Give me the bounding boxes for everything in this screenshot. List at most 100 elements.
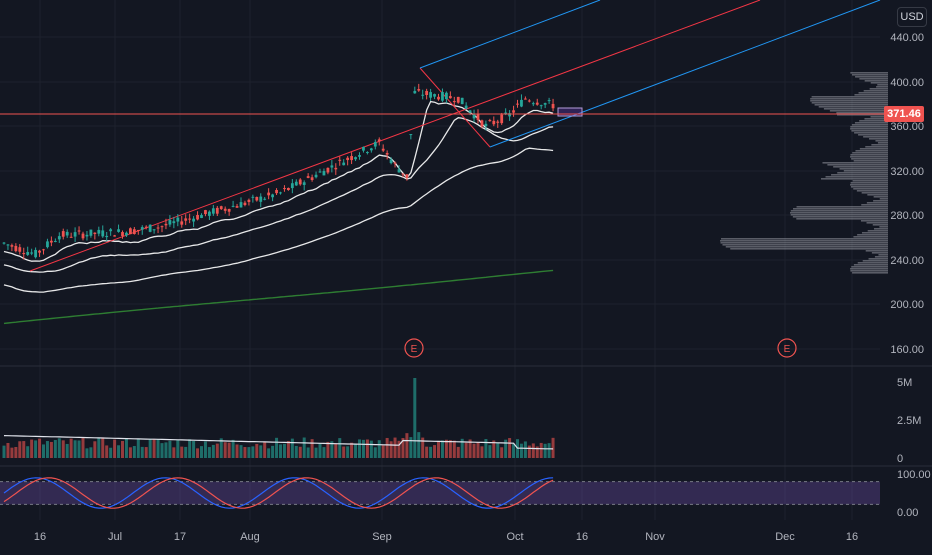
volume-bar	[488, 445, 492, 458]
volume-bar	[113, 439, 117, 458]
volume-bar	[294, 445, 298, 458]
pitchfork[interactable]	[29, 0, 881, 272]
volume-bar	[235, 444, 239, 458]
stoch_k-line	[3, 477, 554, 509]
volume-bar	[140, 446, 144, 458]
candle-body	[527, 100, 531, 102]
volume-bar	[97, 437, 101, 458]
volume-profile-row	[877, 142, 888, 144]
volume-bar	[456, 446, 460, 458]
volume-profile-row	[790, 212, 888, 214]
volume-profile-row	[850, 270, 888, 272]
candle-body	[125, 232, 128, 236]
volume-bar	[389, 441, 393, 458]
volume-bar	[480, 446, 484, 458]
volume-profile-row	[837, 172, 888, 174]
volume-profile-row	[829, 110, 888, 112]
candle-body	[480, 120, 484, 127]
volume-bar	[196, 448, 200, 458]
volume-bar	[290, 438, 294, 458]
volume-profile-row	[850, 186, 888, 188]
candle-body	[512, 110, 515, 113]
candle-body	[358, 155, 361, 157]
volume-profile-row	[865, 146, 888, 148]
volume-profile-row	[850, 154, 888, 156]
volume-profile-row	[790, 210, 888, 212]
volume-bar	[239, 445, 243, 458]
price-axis[interactable]: 440.00 400.00 360.00 320.00 280.00 240.00 200.…	[890, 32, 930, 519]
time-axis[interactable]: 16 Jul 17 Aug Sep Oct 16 Nov Dec 16	[34, 531, 858, 543]
volume-bar	[101, 437, 105, 458]
candle-body	[354, 157, 357, 160]
volume-bar	[397, 440, 401, 458]
volume-profile-row	[850, 128, 888, 130]
volume-bar	[156, 439, 160, 458]
candle-body	[46, 241, 49, 248]
time-axis-label: Sep	[372, 531, 392, 543]
volume-bar	[144, 447, 148, 458]
pitchfork-upper-line	[419, 0, 601, 69]
candle-body	[172, 221, 176, 224]
volume-profile-row	[878, 254, 888, 256]
candle-body	[50, 240, 53, 243]
currency-button[interactable]: USD	[897, 7, 927, 27]
volume-profile-row	[850, 72, 888, 74]
volume-bar	[314, 447, 318, 458]
volume-bar	[500, 447, 504, 458]
volume-bar	[421, 437, 425, 458]
candle-body	[38, 250, 41, 253]
volume-bar	[508, 438, 512, 458]
candle-body	[255, 196, 259, 201]
moving-average-200	[3, 269, 554, 325]
candle-body	[433, 94, 436, 97]
volume-bar	[136, 439, 140, 458]
candle-body	[61, 231, 65, 237]
volume-bar	[203, 441, 207, 458]
volume-profile-row	[855, 76, 888, 78]
volume-profile-row	[792, 216, 888, 218]
earnings-marker-label: E	[411, 344, 418, 355]
volume-bar	[460, 438, 464, 458]
grid	[0, 0, 932, 520]
volume-bar	[211, 444, 215, 458]
candle-body	[69, 236, 73, 238]
volume-bar	[318, 443, 322, 458]
candle-body	[338, 159, 342, 161]
candle-body	[176, 217, 180, 222]
volume-profile-row	[836, 114, 888, 116]
volume-profile-row	[850, 268, 888, 270]
volume-bar	[247, 447, 251, 458]
volume-profile-row	[866, 202, 888, 204]
volume-bar	[89, 447, 93, 458]
volume-profile-row	[825, 176, 888, 178]
volume-profile-row	[859, 120, 888, 122]
candle-body	[500, 114, 504, 124]
volume-profile-row	[857, 234, 888, 236]
candle-body	[200, 215, 203, 218]
time-axis-label: 17	[174, 531, 186, 543]
volume-profile-row	[790, 214, 888, 216]
candle-body	[22, 252, 26, 255]
candle-body	[409, 134, 413, 136]
volume-bar	[124, 438, 128, 458]
price-axis-label: 200.00	[890, 299, 924, 311]
moving-average-slow	[3, 269, 554, 325]
candle-body	[184, 218, 188, 221]
candle-body	[211, 208, 215, 214]
volume-profile-row	[811, 102, 888, 104]
volume-bar	[184, 446, 188, 458]
candle-body	[243, 202, 247, 205]
candle-body	[448, 96, 452, 99]
volume-bar	[2, 445, 6, 458]
candle-body	[231, 205, 235, 207]
volume-profile-row	[850, 156, 888, 158]
stoch-axis-label: 100.00	[897, 469, 931, 481]
volume-profile-row	[863, 136, 888, 138]
volume-bar	[547, 443, 551, 458]
volume-profile-row	[869, 138, 888, 140]
volume-bar	[535, 446, 539, 458]
volume-bar	[405, 433, 409, 458]
